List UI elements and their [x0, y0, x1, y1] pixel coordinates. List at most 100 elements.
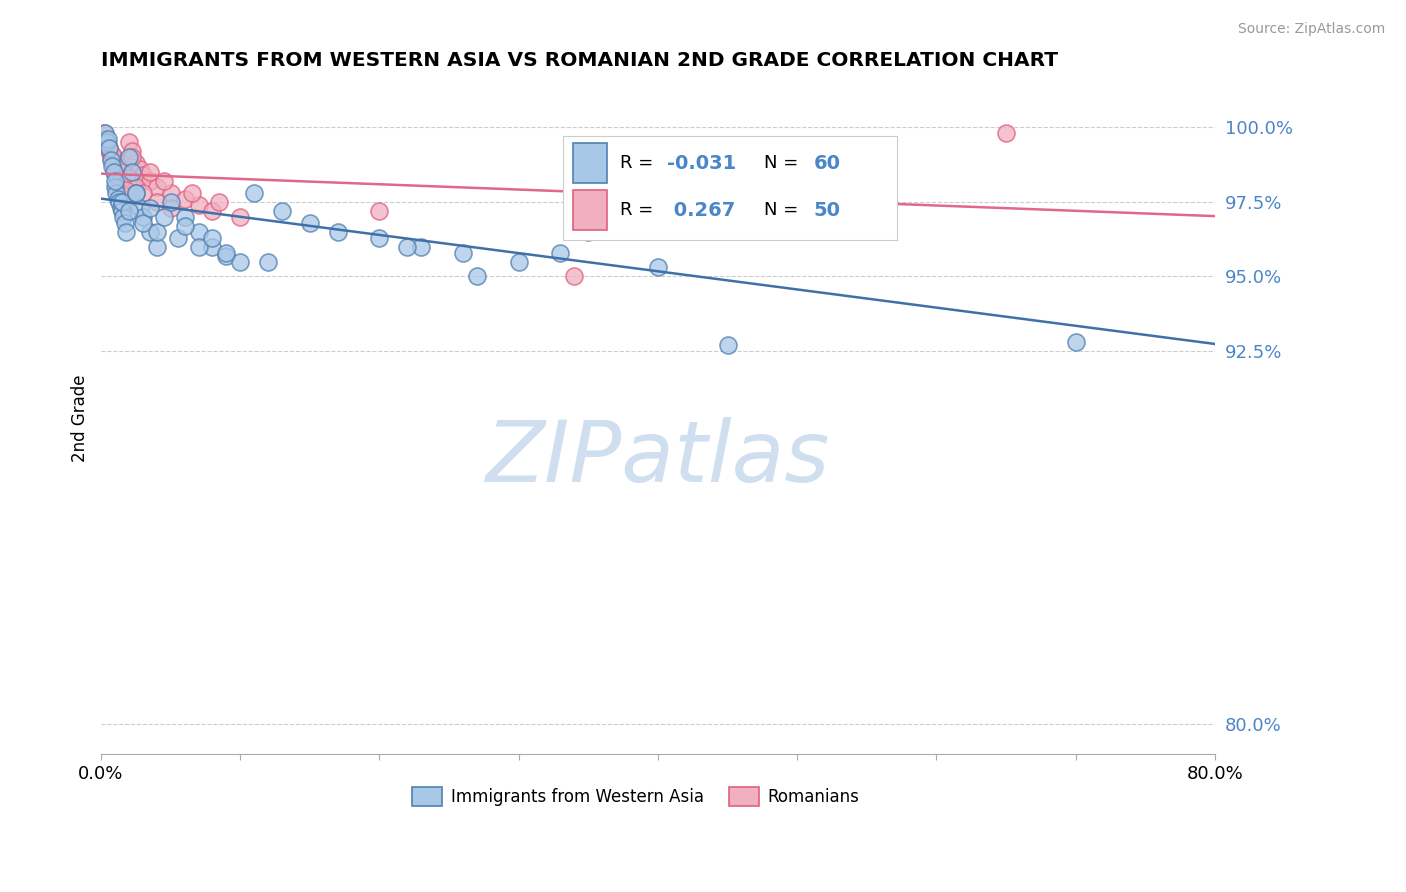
- Point: [716, 338, 738, 352]
- Point: [576, 225, 599, 239]
- Point: [103, 150, 125, 164]
- Point: [105, 186, 128, 200]
- Point: [180, 186, 202, 200]
- Point: [132, 210, 155, 224]
- Point: [115, 225, 138, 239]
- Point: [716, 203, 738, 218]
- Point: [187, 198, 209, 212]
- Point: [173, 192, 195, 206]
- Point: [101, 147, 124, 161]
- Point: [215, 245, 238, 260]
- Point: [855, 194, 877, 209]
- Point: [201, 203, 224, 218]
- Point: [159, 201, 181, 215]
- Point: [139, 225, 162, 239]
- Point: [550, 245, 572, 260]
- Point: [129, 161, 152, 176]
- Point: [107, 174, 129, 188]
- Point: [201, 230, 224, 244]
- Point: [97, 141, 120, 155]
- Point: [107, 192, 129, 206]
- Point: [187, 239, 209, 253]
- Point: [101, 159, 124, 173]
- Point: [201, 239, 224, 253]
- Point: [101, 153, 124, 167]
- Point: [115, 183, 138, 197]
- Text: IMMIGRANTS FROM WESTERN ASIA VS ROMANIAN 2ND GRADE CORRELATION CHART: IMMIGRANTS FROM WESTERN ASIA VS ROMANIAN…: [101, 51, 1059, 70]
- Point: [108, 156, 131, 170]
- Point: [139, 174, 162, 188]
- Point: [271, 203, 294, 218]
- Point: [112, 210, 135, 224]
- Legend: Immigrants from Western Asia, Romanians: Immigrants from Western Asia, Romanians: [406, 780, 866, 814]
- Point: [103, 159, 125, 173]
- Point: [125, 156, 148, 170]
- Point: [111, 165, 134, 179]
- Point: [118, 203, 141, 218]
- Text: ZIPatlas: ZIPatlas: [486, 417, 830, 500]
- Y-axis label: 2nd Grade: 2nd Grade: [72, 375, 89, 462]
- Point: [995, 126, 1018, 140]
- Point: [132, 186, 155, 200]
- Point: [98, 141, 121, 155]
- Point: [111, 194, 134, 209]
- Point: [93, 126, 115, 140]
- Point: [1064, 335, 1087, 350]
- Point: [111, 203, 134, 218]
- Point: [105, 168, 128, 182]
- Point: [108, 179, 131, 194]
- Point: [98, 141, 121, 155]
- Point: [96, 135, 118, 149]
- Point: [132, 216, 155, 230]
- Point: [145, 179, 167, 194]
- Point: [94, 132, 117, 146]
- Point: [125, 186, 148, 200]
- Point: [368, 230, 391, 244]
- Point: [125, 186, 148, 200]
- Point: [110, 201, 132, 215]
- Text: Source: ZipAtlas.com: Source: ZipAtlas.com: [1237, 22, 1385, 37]
- Point: [326, 225, 349, 239]
- Point: [451, 245, 474, 260]
- Point: [508, 254, 530, 268]
- Point: [187, 225, 209, 239]
- Point: [121, 144, 143, 158]
- Point: [215, 248, 238, 262]
- Point: [97, 132, 120, 146]
- Point: [145, 225, 167, 239]
- Point: [111, 177, 134, 191]
- Point: [129, 201, 152, 215]
- Point: [139, 201, 162, 215]
- Point: [103, 165, 125, 179]
- Point: [173, 210, 195, 224]
- Point: [257, 254, 280, 268]
- Point: [118, 170, 141, 185]
- Point: [104, 165, 127, 179]
- Point: [208, 194, 231, 209]
- Point: [98, 144, 121, 158]
- Point: [152, 210, 174, 224]
- Point: [159, 186, 181, 200]
- Point: [132, 168, 155, 182]
- Point: [139, 165, 162, 179]
- Point: [173, 219, 195, 233]
- Point: [465, 269, 488, 284]
- Point: [145, 239, 167, 253]
- Point: [94, 126, 117, 140]
- Point: [114, 216, 136, 230]
- Point: [152, 174, 174, 188]
- Point: [121, 165, 143, 179]
- Point: [110, 170, 132, 185]
- Point: [368, 203, 391, 218]
- Point: [647, 260, 669, 275]
- Point: [243, 186, 266, 200]
- Point: [100, 150, 122, 164]
- Point: [105, 159, 128, 173]
- Point: [112, 183, 135, 197]
- Point: [564, 269, 586, 284]
- Point: [115, 189, 138, 203]
- Point: [229, 254, 252, 268]
- Point: [97, 138, 120, 153]
- Point: [104, 174, 127, 188]
- Point: [159, 194, 181, 209]
